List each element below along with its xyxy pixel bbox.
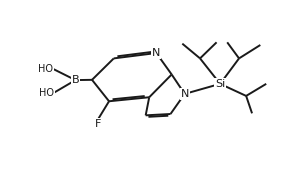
Text: HO: HO [38, 64, 53, 74]
Text: N: N [152, 48, 160, 58]
Text: Si: Si [215, 79, 225, 89]
Text: F: F [95, 119, 102, 129]
Text: HO: HO [39, 88, 54, 98]
Text: B: B [72, 75, 79, 85]
Text: N: N [181, 89, 189, 99]
